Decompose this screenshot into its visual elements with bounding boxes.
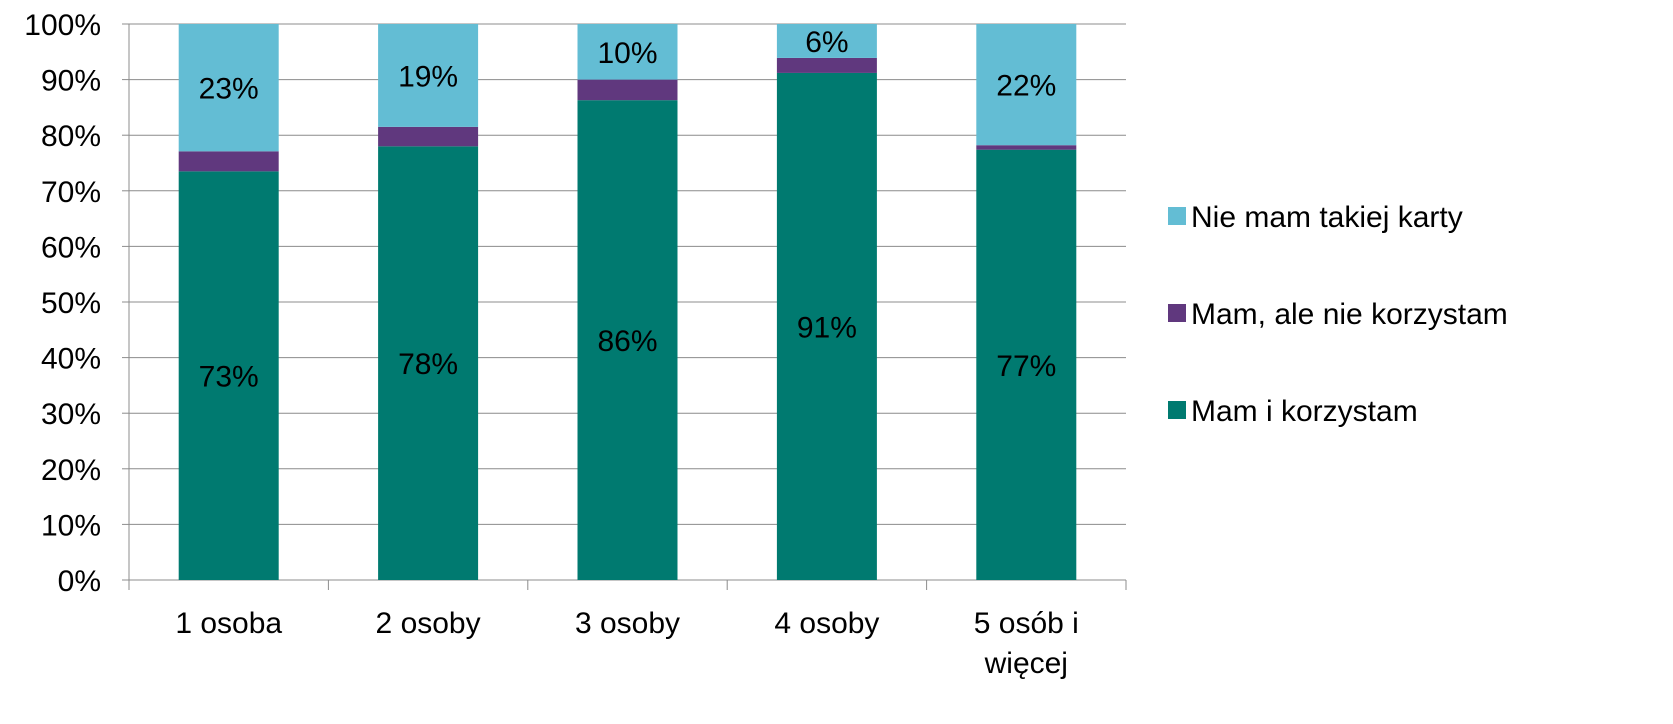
- data-label: 22%: [996, 70, 1056, 103]
- x-category-label: 2 osoby: [376, 607, 481, 640]
- bars: [178, 24, 1077, 580]
- bar-segment: [378, 146, 479, 580]
- x-category-label: 3 osoby: [575, 607, 680, 640]
- data-label: 77%: [996, 350, 1056, 383]
- bar-segment: [976, 24, 1077, 146]
- data-label: 73%: [199, 361, 259, 394]
- y-tick-label: 80%: [41, 120, 101, 153]
- y-tick-label: 0%: [58, 565, 101, 598]
- x-category-label: 5 osób i więcej: [974, 607, 1079, 680]
- bar-segment: [976, 145, 1077, 150]
- bar-segment: [577, 100, 678, 580]
- legend-swatch: [1168, 207, 1186, 225]
- bar-segment: [976, 149, 1077, 580]
- data-label: 10%: [597, 37, 657, 70]
- bar-segment: [776, 72, 877, 580]
- y-tick-label: 90%: [41, 65, 101, 98]
- legend-label: Mam i korzystam: [1191, 395, 1418, 428]
- bar-segment: [178, 171, 279, 580]
- x-category-label: 4 osoby: [774, 607, 879, 640]
- bar-segment: [776, 57, 877, 73]
- bar-segment: [378, 24, 479, 127]
- legend-label: Nie mam takiej karty: [1191, 201, 1463, 234]
- legend-swatch: [1168, 304, 1186, 322]
- bar-segment: [577, 24, 678, 80]
- legend-label: Mam, ale nie korzystam: [1191, 298, 1508, 331]
- data-labels: 73% 23% 78% 19% 86% 10% 91% 6% 77% 22%: [199, 26, 1057, 394]
- data-label: 6%: [805, 26, 848, 59]
- bar-segment: [178, 151, 279, 172]
- y-tick-label: 10%: [41, 509, 101, 542]
- data-label: 78%: [398, 348, 458, 381]
- bar-segment: [776, 24, 877, 58]
- legend-swatch: [1168, 401, 1186, 419]
- data-label: 91%: [797, 311, 857, 344]
- bar-segment: [178, 24, 279, 152]
- x-category-label: 1 osoba: [175, 607, 282, 640]
- y-tick-label: 30%: [41, 398, 101, 431]
- data-label: 23%: [199, 73, 259, 106]
- bar-segment: [577, 79, 678, 101]
- data-label: 19%: [398, 60, 458, 93]
- y-tick-label: 40%: [41, 343, 101, 376]
- legend: Nie mam takiej karty Mam, ale nie korzyst…: [1168, 201, 1508, 428]
- y-tick-label: 20%: [41, 454, 101, 487]
- axes: 0% 10% 20% 30% 40% 50% 60% 70% 80% 90% 100% 1 osoba…: [24, 9, 1127, 680]
- bar-segment: [378, 126, 479, 147]
- y-tick-label: 60%: [41, 231, 101, 264]
- y-tick-label: 100%: [24, 9, 101, 42]
- data-label: 86%: [597, 325, 657, 358]
- y-tick-label: 50%: [41, 287, 101, 320]
- y-tick-label: 70%: [41, 176, 101, 209]
